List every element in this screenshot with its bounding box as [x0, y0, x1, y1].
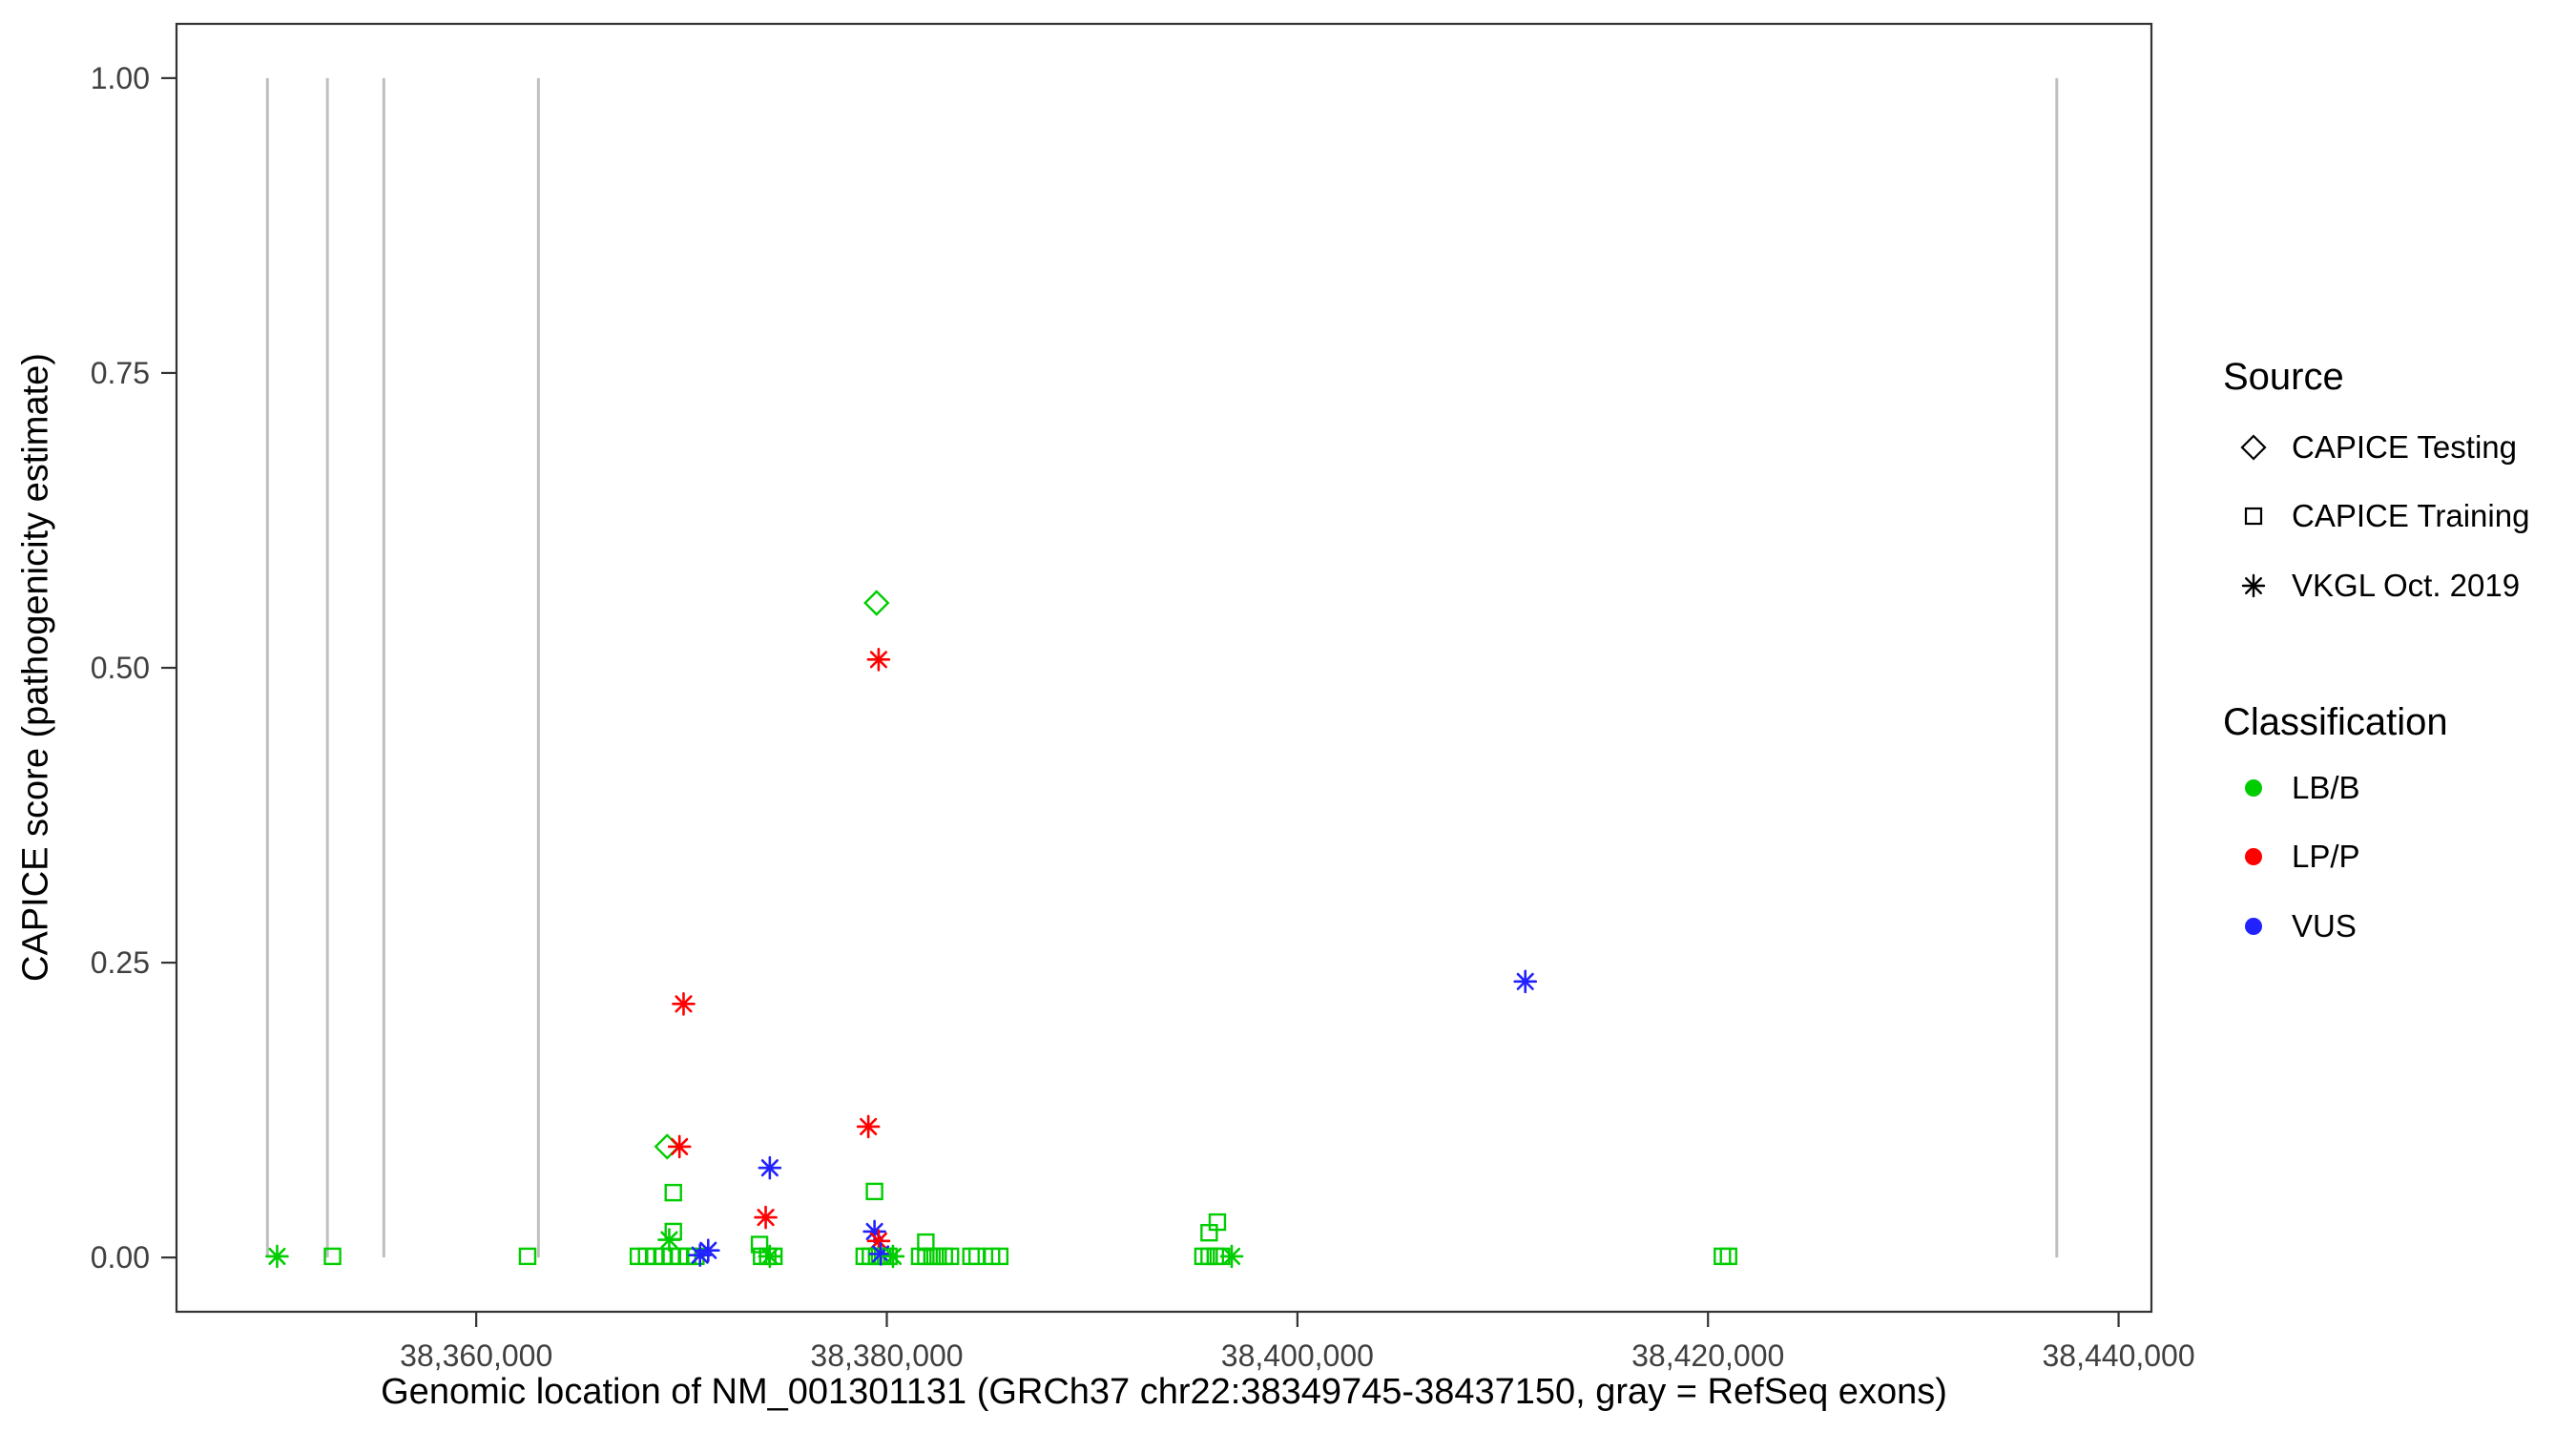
legend-color-dot-icon	[2245, 779, 2262, 797]
legend-classification-item-label: VUS	[2292, 908, 2357, 944]
legend-source-item-label: CAPICE Training	[2292, 498, 2529, 533]
point-square	[942, 1247, 960, 1266]
asterisk-spoke	[757, 1209, 775, 1227]
point-square	[518, 1247, 537, 1266]
legend-source-title: Source	[2223, 356, 2344, 398]
y-axis-tick-label: 0.75	[91, 356, 150, 390]
y-axis-tick-label: 0.50	[91, 651, 150, 685]
y-axis-tick-label: 0.25	[91, 945, 150, 980]
y-axis-tick-label: 1.00	[91, 61, 150, 95]
point-asterisk	[758, 1155, 782, 1180]
legend-classification-item-label: LP/P	[2292, 839, 2360, 874]
point-square	[664, 1183, 682, 1202]
point-asterisk	[672, 992, 696, 1016]
asterisk-spoke	[865, 1222, 883, 1241]
legend-color-dot-icon	[2245, 848, 2262, 865]
point-asterisk	[1513, 969, 1538, 994]
point-square	[323, 1247, 342, 1266]
legend-diamond-icon	[2240, 434, 2267, 461]
asterisk-spoke	[2245, 577, 2262, 594]
asterisk-spoke	[268, 1247, 286, 1265]
legend-classification-item-label: LB/B	[2292, 770, 2360, 805]
point-square	[1719, 1247, 1737, 1266]
point-asterisk	[696, 1238, 720, 1263]
point-asterisk	[1219, 1244, 1244, 1269]
asterisk-spoke	[1516, 972, 1534, 990]
x-axis-tick-label: 38,380,000	[810, 1338, 963, 1373]
plot-panel	[177, 24, 2151, 1312]
legend-color-dot-icon	[2245, 918, 2262, 935]
asterisk-spoke	[883, 1247, 903, 1265]
asterisk-spoke	[760, 1247, 779, 1265]
point-asterisk	[667, 1134, 692, 1159]
legend-source-item-label: VKGL Oct. 2019	[2292, 568, 2520, 603]
x-axis-tick-label: 38,420,000	[1631, 1338, 1784, 1373]
y-axis-tick-label: 0.00	[91, 1240, 150, 1275]
legend-source-item-label: CAPICE Testing	[2292, 429, 2517, 465]
point-asterisk	[866, 648, 891, 672]
point-square	[990, 1247, 1009, 1266]
asterisk-spoke	[675, 995, 693, 1013]
point-diamond	[863, 590, 890, 616]
point-square	[1208, 1213, 1227, 1232]
point-asterisk	[265, 1244, 289, 1269]
point-asterisk	[758, 1244, 782, 1269]
legend-square-icon	[2244, 507, 2263, 526]
asterisk-spoke	[1222, 1247, 1241, 1265]
x-axis-tick-label: 38,400,000	[1221, 1338, 1374, 1373]
plot-panel-border	[175, 22, 2153, 1314]
point-square	[865, 1182, 883, 1201]
point-asterisk	[881, 1244, 905, 1269]
asterisk-spoke	[869, 651, 887, 669]
x-axis-title: Genomic location of NM_001301131 (GRCh37…	[381, 1372, 1947, 1412]
asterisk-spoke	[671, 1137, 689, 1156]
asterisk-spoke	[860, 1117, 878, 1135]
asterisk-spoke	[760, 1159, 779, 1177]
point-asterisk	[754, 1205, 778, 1230]
x-axis-tick-label: 38,440,000	[2042, 1338, 2194, 1373]
point-square	[664, 1222, 682, 1241]
point-asterisk	[856, 1114, 881, 1139]
y-axis-title: CAPICE score (pathogenicity estimate)	[15, 353, 56, 983]
legend-asterisk-icon	[2241, 573, 2266, 598]
x-axis-tick-label: 38,360,000	[400, 1338, 552, 1373]
asterisk-spoke	[699, 1241, 717, 1259]
legend-classification-title: Classification	[2223, 701, 2448, 743]
